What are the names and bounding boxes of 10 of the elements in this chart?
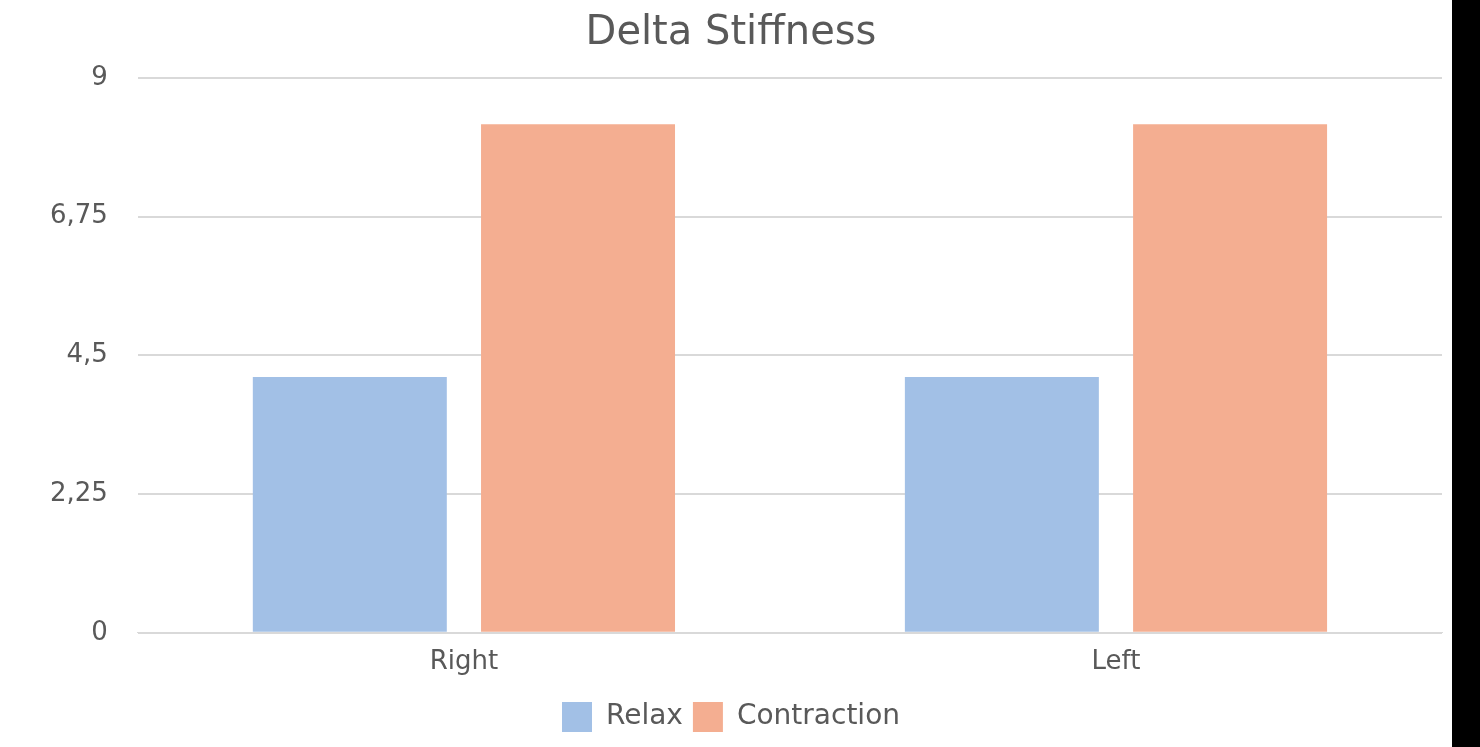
chart-title: Delta Stiffness: [585, 7, 877, 54]
y-tick-label: 2,25: [50, 476, 108, 507]
y-tick-label: 6,75: [50, 199, 108, 230]
x-tick-label: Left: [1091, 645, 1141, 676]
y-tick-label: 9: [91, 60, 108, 91]
legend-label: Contraction: [736, 698, 901, 732]
x-tick-label: Right: [429, 645, 499, 676]
y-tick-label: 0: [91, 615, 108, 646]
y-tick-label: 4,5: [66, 338, 108, 369]
legend-label: Relax: [605, 698, 683, 732]
